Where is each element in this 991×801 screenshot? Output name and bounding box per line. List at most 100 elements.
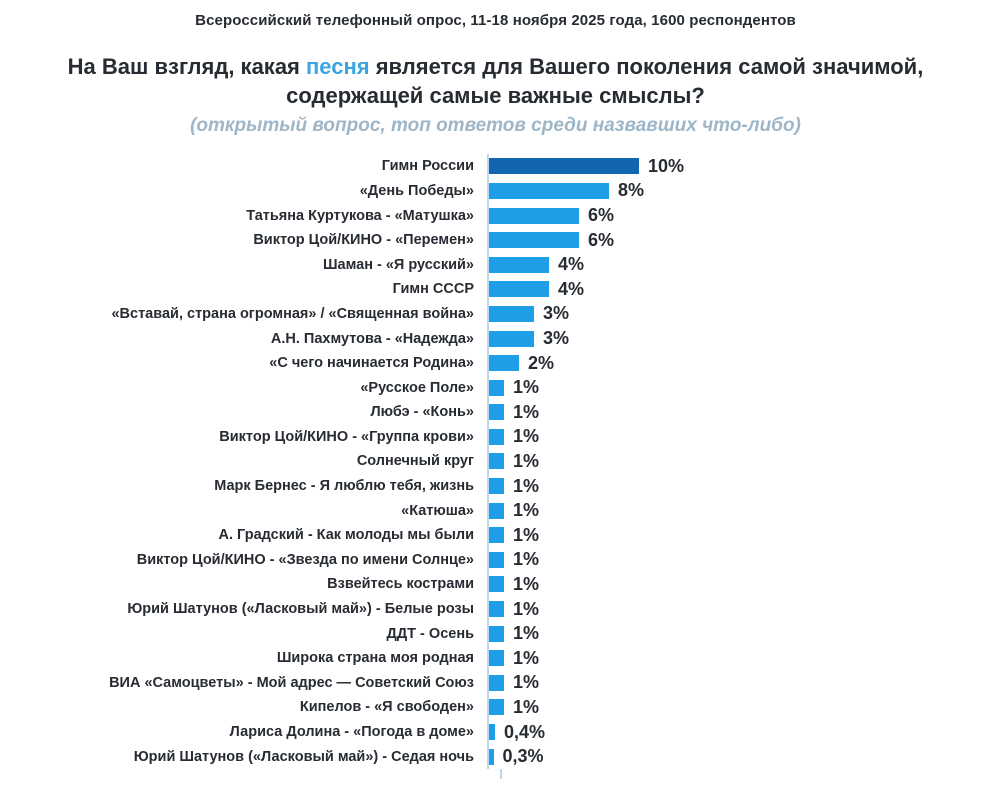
bar	[489, 502, 504, 519]
bar	[489, 404, 504, 421]
bar	[489, 355, 519, 372]
bar	[489, 527, 504, 544]
chart-row: Юрий Шатунов («Ласковый май») - Белые ро…	[0, 596, 991, 622]
bar	[489, 330, 534, 347]
value-label: 1%	[513, 672, 540, 693]
value-label: 0,4%	[504, 721, 546, 742]
bar-zone: 1%	[487, 596, 991, 622]
value-label: 1%	[513, 696, 540, 717]
value-label: 3%	[543, 328, 570, 349]
bar	[489, 674, 504, 691]
chart-row: Виктор Цой/КИНО - «Звезда по имени Солнц…	[0, 547, 991, 573]
chart-row: Юрий Шатунов («Ласковый май») - Седая но…	[0, 744, 991, 769]
chart-row: «Катюша» 1%	[0, 498, 991, 523]
value-label: 0,3%	[502, 746, 544, 767]
bar-zone: 0,4%	[487, 719, 991, 745]
value-label: 4%	[558, 278, 585, 299]
bar	[489, 650, 504, 667]
bar	[489, 379, 504, 396]
category-label: Татьяна Куртукова - «Матушка»	[246, 207, 474, 224]
bar	[489, 182, 609, 199]
category-label: «Русское Поле»	[360, 379, 474, 396]
category-label: Виктор Цой/КИНО - «Группа крови»	[219, 428, 474, 445]
question-title: На Ваш взгляд, какая песня является для …	[0, 52, 991, 110]
question-part1: На Ваш взгляд, какая	[67, 54, 306, 79]
bar	[489, 748, 494, 765]
category-label: Кипелов - «Я свободен»	[299, 699, 474, 716]
bar	[489, 305, 534, 322]
bar	[489, 207, 579, 224]
value-label: 1%	[513, 475, 540, 496]
category-label: Лариса Долина - «Погода в доме»	[229, 724, 474, 741]
bar-zone: 1%	[487, 621, 991, 646]
survey-title: Всероссийский телефонный опрос, 11-18 но…	[195, 12, 796, 29]
bar-zone: 1%	[487, 498, 991, 523]
bar-zone: 3%	[487, 326, 991, 351]
value-label: 8%	[618, 180, 645, 201]
category-label: ВИА «Самоцветы» - Мой адрес — Советский …	[109, 674, 474, 691]
chart-row: Марк Бернес - Я люблю тебя, жизнь 1%	[0, 473, 991, 499]
chart-row: Гимн России 10%	[0, 154, 991, 179]
bar-zone: 4%	[487, 277, 991, 302]
bar	[489, 601, 504, 618]
value-label: 1%	[513, 401, 540, 422]
question-line2: содержащей самые важные смыслы?	[286, 83, 705, 109]
chart-row: Солнечный круг 1%	[0, 449, 991, 474]
bar-zone: 1%	[487, 473, 991, 499]
value-label: 10%	[648, 155, 685, 176]
chart-row: Взвейтесь кострами 1%	[0, 572, 991, 597]
category-label: Виктор Цой/КИНО - «Звезда по имени Солнц…	[136, 551, 474, 568]
bar-zone: 1%	[487, 572, 991, 597]
chart-row: Лариса Долина - «Погода в доме» 0,4%	[0, 719, 991, 745]
value-label: 1%	[513, 647, 540, 668]
value-label: 1%	[513, 426, 540, 447]
chart-rows: Гимн России 10% «День Победы» 8% Татьяна…	[0, 154, 991, 769]
bar	[489, 625, 504, 642]
chart-row: А.Н. Пахмутова - «Надежда» 3%	[0, 326, 991, 351]
category-label: Гимн СССР	[392, 281, 474, 298]
bar-zone: 8%	[487, 178, 991, 204]
value-label: 1%	[513, 573, 540, 594]
category-label: Солнечный круг	[356, 453, 474, 470]
category-label: А.Н. Пахмутова - «Надежда»	[270, 330, 474, 347]
chart-row: Виктор Цой/КИНО - «Перемен» 6%	[0, 227, 991, 253]
bar	[489, 699, 504, 716]
chart-row: «С чего начинается Родина» 2%	[0, 350, 991, 376]
bar	[489, 576, 504, 593]
value-label: 4%	[558, 254, 585, 275]
category-label: «С чего начинается Родина»	[269, 355, 474, 372]
bar	[489, 453, 504, 470]
category-label: Шаман - «Я русский»	[322, 256, 474, 273]
category-label: «Катюша»	[401, 502, 474, 519]
category-label: Гимн России	[381, 158, 474, 175]
bar-zone: 1%	[487, 547, 991, 573]
bar-zone: 1%	[487, 522, 991, 548]
value-label: 1%	[513, 623, 540, 644]
category-label: А. Градский - Как молоды мы были	[218, 527, 474, 544]
question-highlight-word: песня	[306, 54, 370, 79]
bar	[489, 428, 504, 445]
value-label: 1%	[513, 524, 540, 545]
bar-zone: 1%	[487, 645, 991, 671]
bar-zone: 1%	[487, 400, 991, 425]
chart-row: «Вставай, страна огромная» / «Священная …	[0, 301, 991, 327]
bar-zone: 4%	[487, 252, 991, 278]
bar-zone: 10%	[487, 154, 991, 179]
bar-zone: 1%	[487, 424, 991, 450]
category-label: Марк Бернес - Я люблю тебя, жизнь	[214, 478, 474, 495]
value-label: 1%	[513, 598, 540, 619]
chart-row: Кипелов - «Я свободен» 1%	[0, 695, 991, 720]
chart-row: ВИА «Самоцветы» - Мой адрес — Советский …	[0, 670, 991, 696]
value-label: 1%	[513, 500, 540, 521]
chart-row: ДДТ - Осень 1%	[0, 621, 991, 646]
bar	[489, 158, 639, 175]
bar	[489, 232, 579, 249]
bar-zone: 3%	[487, 301, 991, 327]
value-label: 3%	[543, 303, 570, 324]
category-label: «День Победы»	[359, 182, 474, 199]
value-label: 1%	[513, 549, 540, 570]
bar	[489, 551, 504, 568]
category-label: Взвейтесь кострами	[327, 576, 474, 593]
chart-row: Широка страна моя родная 1%	[0, 645, 991, 671]
